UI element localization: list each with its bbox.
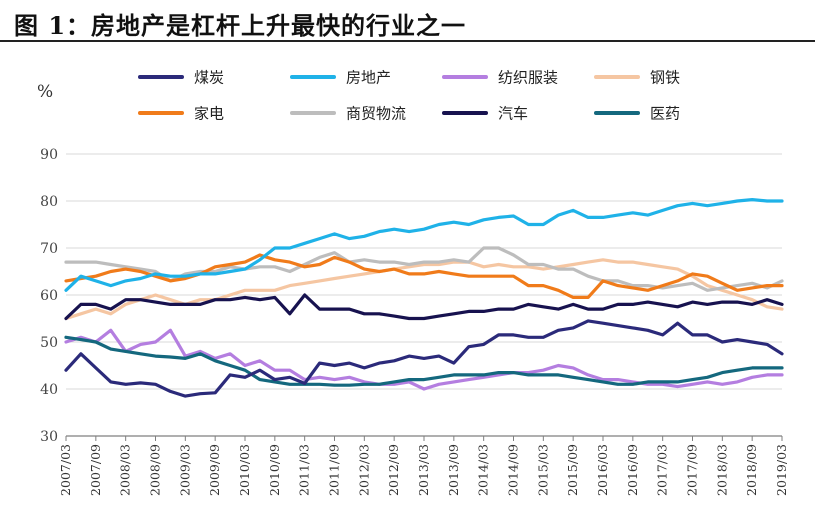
y-tick-label: 70 — [40, 241, 58, 257]
legend-label: 钢铁 — [650, 69, 680, 87]
series-line-1 — [64, 198, 784, 292]
x-tick-label: 2010/03 — [237, 444, 252, 496]
x-tick-label: 2010/09 — [267, 444, 282, 496]
series-line-2 — [64, 328, 784, 391]
x-tick-label: 2016/09 — [625, 444, 640, 496]
legend-item: 商贸物流 — [290, 105, 406, 123]
figure-title: 图 1：房地产是杠杆上升最快的行业之一 — [14, 11, 467, 40]
x-tick-label: 2013/03 — [416, 444, 431, 496]
x-tick-label: 2014/09 — [506, 444, 521, 496]
x-tick-label: 2011/09 — [327, 444, 342, 496]
legend-item: 煤炭 — [138, 69, 224, 87]
x-tick-label: 2017/03 — [655, 444, 670, 496]
legend-item: 房地产 — [290, 69, 391, 87]
x-tick-label: 2011/03 — [297, 444, 312, 496]
x-tick-label: 2012/03 — [356, 444, 371, 496]
legend-item: 家电 — [138, 105, 224, 123]
y-tick-label: 60 — [40, 288, 58, 304]
x-tick-label: 2007/03 — [58, 444, 73, 496]
legend-label: 纺织服装 — [498, 69, 558, 87]
legend-item: 纺织服装 — [442, 69, 558, 87]
x-tick-label: 2008/09 — [148, 444, 163, 496]
x-tick-label: 2013/09 — [446, 444, 461, 496]
legend-item: 汽车 — [442, 105, 528, 123]
x-tick-label: 2015/09 — [565, 444, 580, 496]
legend-label: 家电 — [194, 105, 224, 123]
x-tick-label: 2009/09 — [207, 444, 222, 496]
legend-label: 汽车 — [498, 105, 528, 123]
series-line-6 — [64, 293, 784, 321]
x-tick-label: 2009/03 — [177, 444, 192, 496]
legend-item: 钢铁 — [594, 69, 680, 87]
x-tick-label: 2008/03 — [118, 444, 133, 496]
y-tick-label: 90 — [40, 147, 58, 163]
series-line-4 — [64, 253, 784, 299]
legend-label: 医药 — [650, 105, 680, 123]
x-tick-label: 2015/03 — [535, 444, 550, 496]
y-axis-label: % — [37, 82, 53, 102]
x-tick-label: 2018/09 — [744, 444, 759, 496]
x-tick-label: 2012/09 — [386, 444, 401, 496]
x-tick-label: 2016/03 — [595, 444, 610, 496]
series-line-3 — [64, 258, 784, 321]
x-tick-label: 2018/03 — [714, 444, 729, 496]
y-axis-ticks: 30 40 50 60 70 80 90 — [40, 147, 58, 445]
y-tick-label: 50 — [40, 335, 58, 351]
series-line-5 — [64, 246, 784, 292]
legend-item: 医药 — [594, 105, 680, 123]
series-line-7 — [64, 335, 784, 387]
x-tick-label: 2014/03 — [476, 444, 491, 496]
legend-label: 煤炭 — [194, 69, 224, 87]
y-tick-label: 40 — [40, 382, 58, 398]
gridlines — [66, 153, 782, 390]
series-line-0 — [64, 319, 784, 398]
legend-label: 商贸物流 — [346, 105, 406, 123]
x-axis: 2007/03 2007/09 2008/03 2008/09 2009/03 2009/… — [58, 435, 789, 496]
x-tick-label: 2017/09 — [685, 444, 700, 496]
y-tick-label: 80 — [40, 194, 58, 210]
x-tick-label: 2019/03 — [774, 444, 789, 496]
legend-label: 房地产 — [346, 69, 391, 87]
y-tick-label: 30 — [40, 429, 58, 445]
series-lines — [64, 198, 784, 398]
title-divider — [0, 40, 815, 42]
x-tick-label: 2007/09 — [88, 444, 103, 496]
